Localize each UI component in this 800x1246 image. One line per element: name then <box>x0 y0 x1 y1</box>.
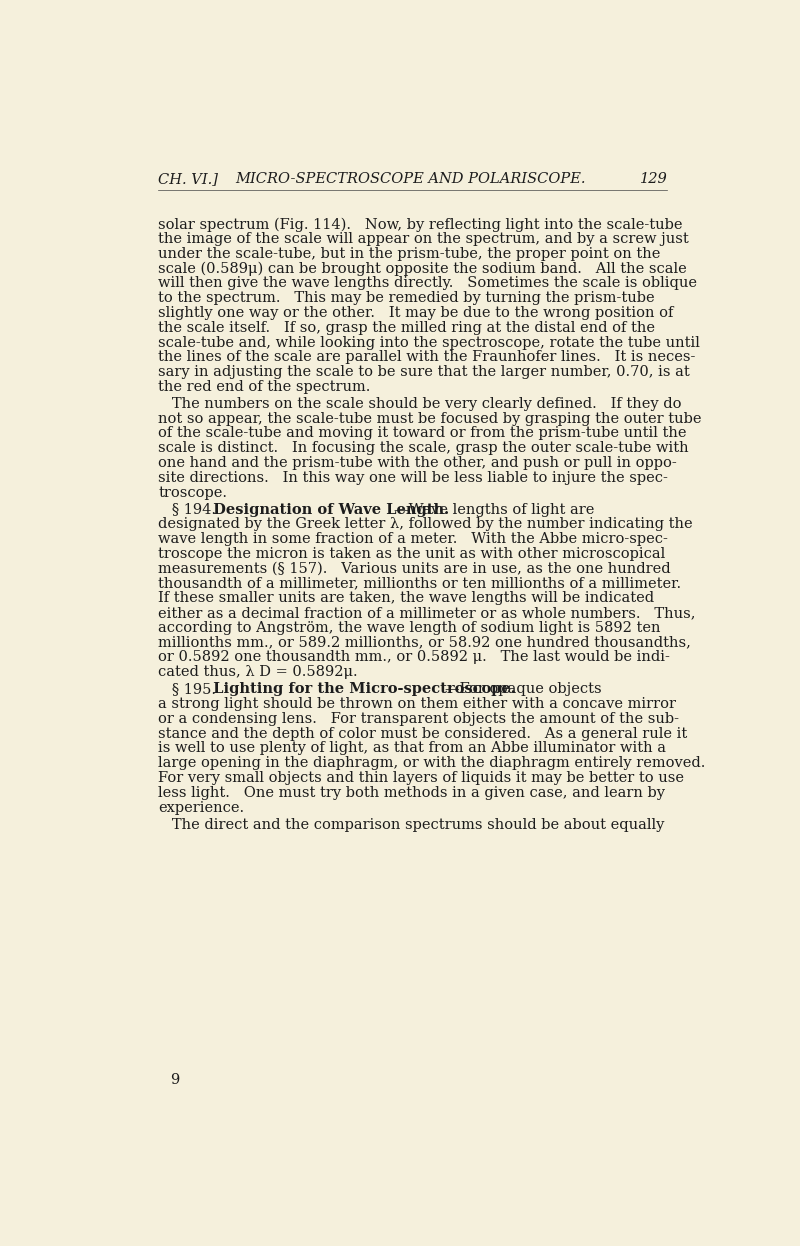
Text: Lighting for the Micro-spectroscope.: Lighting for the Micro-spectroscope. <box>203 683 516 697</box>
Text: § 194.: § 194. <box>158 502 216 517</box>
Text: solar spectrum (Fig. 114).   Now, by reflecting light into the scale-tube: solar spectrum (Fig. 114). Now, by refle… <box>158 217 682 232</box>
Text: less light.   One must try both methods in a given case, and learn by: less light. One must try both methods in… <box>158 786 665 800</box>
Text: The direct and the comparison spectrums should be about equally: The direct and the comparison spectrums … <box>158 817 665 831</box>
Text: Designation of Wave Length.: Designation of Wave Length. <box>203 502 450 517</box>
Text: slightly one way or the other.   It may be due to the wrong position of: slightly one way or the other. It may be… <box>158 307 674 320</box>
Text: The numbers on the scale should be very clearly defined.   If they do: The numbers on the scale should be very … <box>158 397 682 411</box>
Text: of the scale-tube and moving it toward or from the prism-tube until the: of the scale-tube and moving it toward o… <box>158 426 686 441</box>
Text: under the scale-tube, but in the prism-tube, the proper point on the: under the scale-tube, but in the prism-t… <box>158 247 661 260</box>
Text: —For opaque objects: —For opaque objects <box>446 683 602 697</box>
Text: a strong light should be thrown on them either with a concave mirror: a strong light should be thrown on them … <box>158 697 676 711</box>
Text: thousandth of a millimeter, millionths or ten millionths of a millimeter.: thousandth of a millimeter, millionths o… <box>158 577 682 591</box>
Text: sary in adjusting the scale to be sure that the larger number, 0.70, is at: sary in adjusting the scale to be sure t… <box>158 365 690 379</box>
Text: If these smaller units are taken, the wave lengths will be indicated: If these smaller units are taken, the wa… <box>158 592 654 606</box>
Text: large opening in the diaphragm, or with the diaphragm entirely removed.: large opening in the diaphragm, or with … <box>158 756 706 770</box>
Text: one hand and the prism-tube with the other, and push or pull in oppo-: one hand and the prism-tube with the oth… <box>158 456 677 470</box>
Text: wave length in some fraction of a meter.   With the Abbe micro-spec-: wave length in some fraction of a meter.… <box>158 532 668 546</box>
Text: the red end of the spectrum.: the red end of the spectrum. <box>158 380 370 394</box>
Text: cated thus, λ D = 0.5892μ.: cated thus, λ D = 0.5892μ. <box>158 665 358 679</box>
Text: the lines of the scale are parallel with the Fraunhofer lines.   It is neces-: the lines of the scale are parallel with… <box>158 350 695 364</box>
Text: For very small objects and thin layers of liquids it may be better to use: For very small objects and thin layers o… <box>158 771 684 785</box>
Text: 9: 9 <box>170 1073 179 1088</box>
Text: designated by the Greek letter λ, followed by the number indicating the: designated by the Greek letter λ, follow… <box>158 517 693 531</box>
Text: the image of the scale will appear on the spectrum, and by a screw just: the image of the scale will appear on th… <box>158 232 689 245</box>
Text: 129: 129 <box>639 172 667 186</box>
Text: scale (0.589μ) can be brought opposite the sodium band.   All the scale: scale (0.589μ) can be brought opposite t… <box>158 262 687 277</box>
Text: § 195.: § 195. <box>158 683 216 697</box>
Text: either as a decimal fraction of a millimeter or as whole numbers.   Thus,: either as a decimal fraction of a millim… <box>158 606 696 621</box>
Text: site directions.   In this way one will be less liable to injure the spec-: site directions. In this way one will be… <box>158 471 668 485</box>
Text: not so appear, the scale-tube must be focused by grasping the outer tube: not so appear, the scale-tube must be fo… <box>158 411 702 426</box>
Text: the scale itself.   If so, grasp the milled ring at the distal end of the: the scale itself. If so, grasp the mille… <box>158 320 655 335</box>
Text: troscope the micron is taken as the unit as with other microscopical: troscope the micron is taken as the unit… <box>158 547 666 561</box>
Text: will then give the wave lengths directly.   Sometimes the scale is oblique: will then give the wave lengths directly… <box>158 277 697 290</box>
Text: experience.: experience. <box>158 800 244 815</box>
Text: according to Angström, the wave length of sodium light is 5892 ten: according to Angström, the wave length o… <box>158 621 661 635</box>
Text: to the spectrum.   This may be remedied by turning the prism-tube: to the spectrum. This may be remedied by… <box>158 292 654 305</box>
Text: measurements (§ 157).   Various units are in use, as the one hundred: measurements (§ 157). Various units are … <box>158 562 670 576</box>
Text: scale-tube and, while looking into the spectroscope, rotate the tube until: scale-tube and, while looking into the s… <box>158 335 700 350</box>
Text: scale is distinct.   In focusing the scale, grasp the outer scale-tube with: scale is distinct. In focusing the scale… <box>158 441 689 455</box>
Text: millionths mm., or 589.2 millionths, or 58.92 one hundred thousandths,: millionths mm., or 589.2 millionths, or … <box>158 635 691 649</box>
Text: stance and the depth of color must be considered.   As a general rule it: stance and the depth of color must be co… <box>158 726 687 740</box>
Text: or 0.5892 one thousandth mm., or 0.5892 μ.   The last would be indi-: or 0.5892 one thousandth mm., or 0.5892 … <box>158 650 670 664</box>
Text: or a condensing lens.   For transparent objects the amount of the sub-: or a condensing lens. For transparent ob… <box>158 711 679 726</box>
Text: is well to use plenty of light, as that from an Abbe illuminator with a: is well to use plenty of light, as that … <box>158 741 666 755</box>
Text: MICRO-SPECTROSCOPE AND POLARISCOPE.: MICRO-SPECTROSCOPE AND POLARISCOPE. <box>234 172 586 186</box>
Text: CH. VI.]: CH. VI.] <box>158 172 218 186</box>
Text: —Wave lengths of light are: —Wave lengths of light are <box>394 502 594 517</box>
Text: troscope.: troscope. <box>158 486 227 500</box>
